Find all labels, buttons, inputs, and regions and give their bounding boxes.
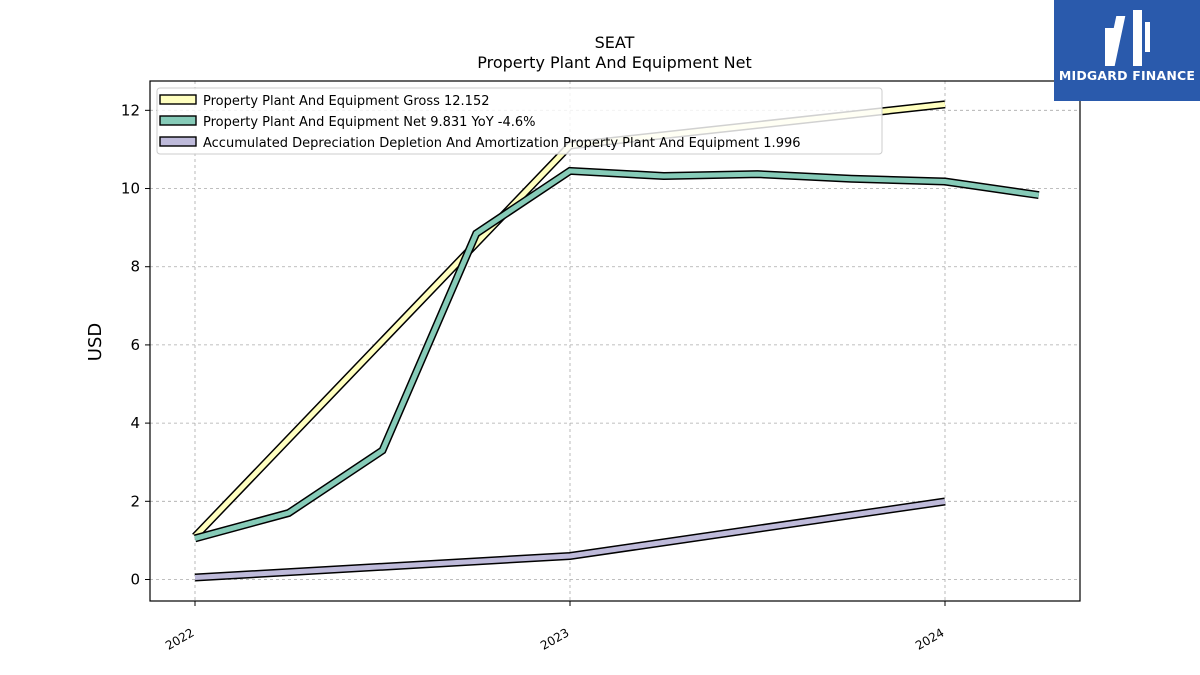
plot-frame xyxy=(149,80,1081,602)
legend-swatch xyxy=(159,115,197,126)
series-outline xyxy=(193,166,1040,543)
y-axis-label: USD xyxy=(85,323,106,361)
brand-name: MIDGARD FINANCE xyxy=(1058,68,1196,83)
x-tick-label: 2023 xyxy=(538,625,571,652)
y-tick-label: 2 xyxy=(130,492,140,510)
grid-lines xyxy=(150,81,1080,601)
legend: Property Plant And Equipment Gross 12.15… xyxy=(156,87,883,155)
y-tick-label: 12 xyxy=(121,101,140,119)
chart-subtitle: Property Plant And Equipment Net xyxy=(477,53,752,72)
y-tick-label: 10 xyxy=(121,180,140,198)
legend-swatch xyxy=(159,136,197,147)
x-tick-label: 2024 xyxy=(913,625,946,652)
legend-label: Accumulated Depreciation Depletion And A… xyxy=(203,136,801,151)
series-lines xyxy=(192,100,1040,582)
y-tick-label: 6 xyxy=(130,336,140,354)
legend-label: Property Plant And Equipment Net 9.831 Y… xyxy=(203,115,536,130)
legend-box xyxy=(156,87,883,155)
legend-swatch xyxy=(159,94,197,105)
y-tick-label: 0 xyxy=(130,570,140,588)
chart-title: SEAT xyxy=(595,33,635,52)
y-tick-label: 4 xyxy=(130,414,140,432)
midgard-logo-icon xyxy=(1105,10,1150,66)
series-line-3 xyxy=(194,499,946,580)
series-line-2 xyxy=(194,168,1040,541)
legend-label: Property Plant And Equipment Gross 12.15… xyxy=(203,94,490,109)
brand-logo: MIDGARD FINANCE xyxy=(1054,0,1200,101)
y-tick-label: 8 xyxy=(130,258,140,276)
x-tick-label: 2022 xyxy=(163,625,196,652)
